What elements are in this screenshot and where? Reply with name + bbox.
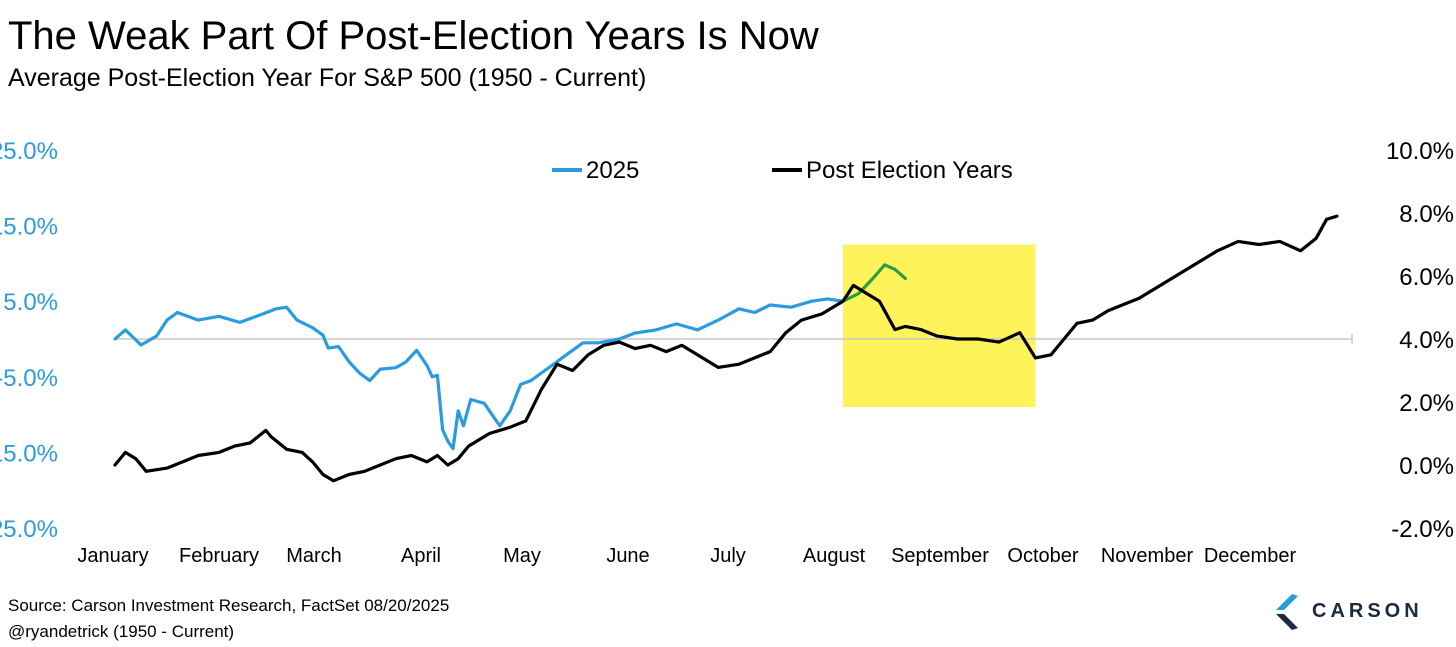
right-axis-tick-label: 8.0% (1399, 201, 1454, 228)
chart-subtitle: Average Post-Election Year For S&P 500 (… (8, 64, 647, 92)
right-axis-tick-label: 4.0% (1399, 327, 1454, 354)
highlight-region (843, 244, 1036, 408)
series-line-2025 (113, 297, 845, 451)
series-line-2025-recent (841, 263, 907, 303)
right-axis-tick-label: 2.0% (1399, 390, 1454, 417)
legend-label: Post Election Years (806, 157, 1013, 184)
right-axis-tick-label: -2.0% (1391, 516, 1454, 543)
x-axis-tick-label: April (401, 545, 441, 567)
left-axis-tick-label: -5.0% (0, 365, 58, 392)
carson-logo-icon (1276, 594, 1298, 630)
x-axis-tick-label: March (286, 545, 342, 567)
x-axis-tick-label: August (803, 545, 866, 567)
x-axis-tick-label: December (1204, 545, 1297, 567)
left-axis-tick-label: -15.0% (0, 440, 58, 467)
left-axis-tick-label: 15.0% (0, 214, 58, 241)
logo-text: CARSON (1312, 600, 1423, 622)
x-axis-tick-label: October (1007, 545, 1078, 567)
x-axis-tick-label: January (77, 545, 148, 567)
carson-logo: CARSON (1268, 590, 1448, 634)
legend-label: 2025 (586, 157, 639, 184)
left-axis-tick-label: 25.0% (0, 138, 58, 165)
x-axis-tick-label: November (1101, 545, 1194, 567)
x-axis-tick-label: February (179, 545, 259, 567)
x-axis-tick-label: June (606, 545, 649, 567)
source-note: Source: Carson Investment Research, Fact… (8, 596, 450, 615)
right-axis-tick-label: 6.0% (1399, 264, 1454, 291)
x-axis-tick-label: September (891, 545, 989, 567)
author-note: @ryandetrick (1950 - Current) (8, 622, 235, 641)
x-axis-tick-label: July (710, 545, 746, 567)
series-line-post-election (113, 214, 1339, 483)
x-axis-tick-label: May (503, 545, 541, 567)
chart-title: The Weak Part Of Post-Election Years Is … (8, 14, 819, 58)
left-axis-tick-label: -25.0% (0, 516, 58, 543)
right-axis-tick-label: 10.0% (1386, 138, 1454, 165)
right-axis-tick-label: 0.0% (1399, 453, 1454, 480)
left-axis-tick-label: 5.0% (3, 289, 58, 316)
